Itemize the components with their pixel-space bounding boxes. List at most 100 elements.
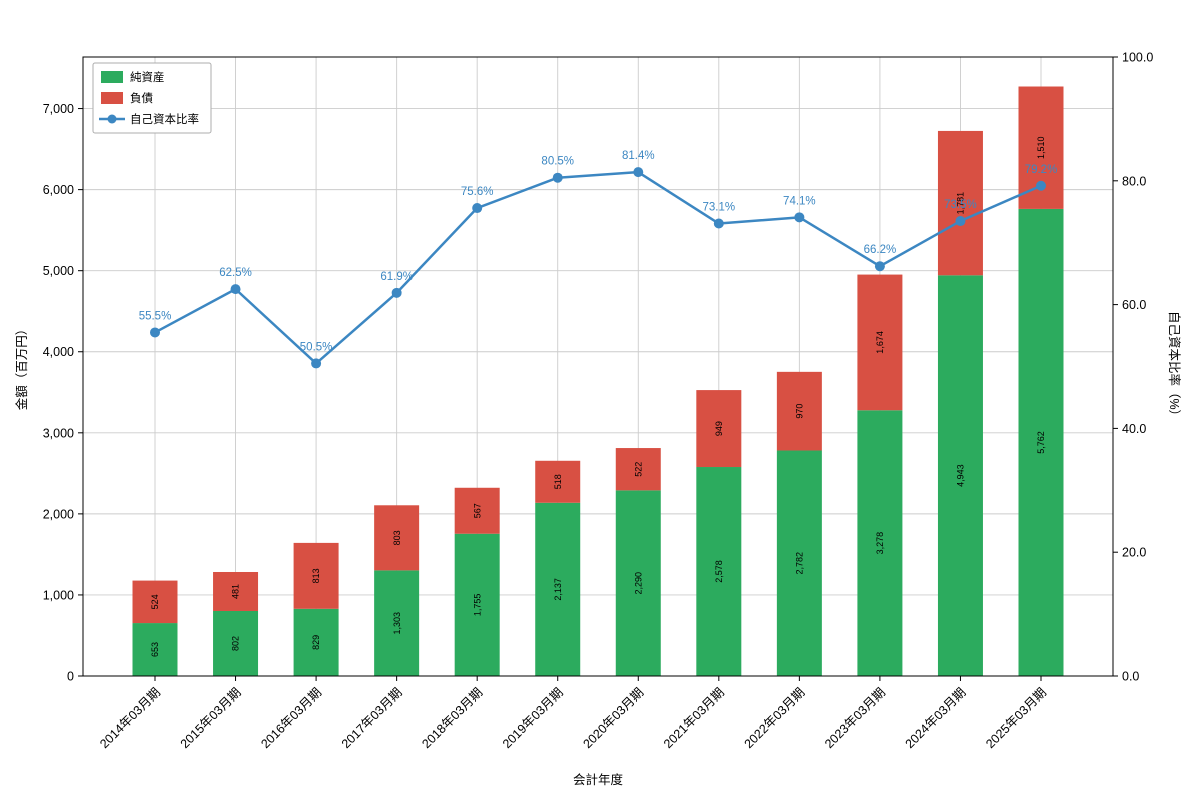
bar-value-label: 802 xyxy=(231,636,241,651)
bar-value-label: 518 xyxy=(553,474,563,489)
equity-ratio-point xyxy=(472,203,483,214)
bar-liabilities xyxy=(696,390,742,468)
plot-frame xyxy=(82,56,1114,677)
bar-net-assets xyxy=(615,490,661,676)
equity-ratio-label: 66.2% xyxy=(864,244,897,256)
equity-ratio-point xyxy=(794,212,805,223)
bar-liabilities xyxy=(857,274,903,411)
bar-value-label: 653 xyxy=(150,642,160,657)
bar-value-label: 1,781 xyxy=(956,192,966,215)
equity-ratio-point xyxy=(874,261,885,272)
bar-liabilities xyxy=(213,571,259,611)
legend-label-liabilities: 負債 xyxy=(130,91,153,105)
equity-ratio-label: 80.5% xyxy=(541,156,574,168)
y-tick-label-left: 5,000 xyxy=(43,264,74,278)
bar-value-label: 1,303 xyxy=(392,612,402,635)
legend-label-net-assets: 純資産 xyxy=(130,70,165,84)
bars-net-assets xyxy=(132,208,1064,676)
bar-value-label: 949 xyxy=(714,421,724,436)
equity-ratio-point xyxy=(552,172,563,183)
bar-value-label: 522 xyxy=(633,462,643,477)
bar-net-assets xyxy=(293,608,339,676)
bar-value-label: 4,943 xyxy=(956,464,966,487)
y-tick-label-left: 1,000 xyxy=(43,588,74,602)
equity-ratio-point xyxy=(311,358,322,369)
bar-value-label: 829 xyxy=(311,635,321,650)
equity-ratio-points xyxy=(150,167,1046,369)
bar-net-assets xyxy=(696,467,742,676)
bar-net-assets xyxy=(1018,208,1064,676)
equity-ratio-point xyxy=(955,216,966,227)
y-tick-label-left: 0 xyxy=(67,670,74,684)
bar-value-label: 970 xyxy=(795,404,805,419)
bar-value-label: 3,278 xyxy=(875,532,885,555)
y-tick-label-left: 7,000 xyxy=(43,102,74,116)
y-tick-label-left: 4,000 xyxy=(43,345,74,359)
bar-value-label: 813 xyxy=(311,568,321,583)
equity-ratio-labels: 55.5% 62.5% 50.5% 61.9% 75.6% 80.5% 81.4% 73.1%… xyxy=(139,150,1058,353)
equity-ratio-label: 61.9% xyxy=(380,271,413,283)
bars-liabilities xyxy=(132,86,1064,624)
y-tick-label-right: 80.0 xyxy=(1122,174,1146,188)
bar-net-assets xyxy=(937,275,983,676)
equity-ratio-label: 73.1% xyxy=(703,202,736,214)
y-tick-label-right: 60.0 xyxy=(1122,298,1146,312)
y-tick-label-right: 100.0 xyxy=(1122,51,1153,65)
equity-ratio-point xyxy=(150,327,160,338)
bar-value-label: 2,137 xyxy=(553,578,563,601)
bar-liabilities xyxy=(132,580,178,624)
axis-title-bottom: 会計年度 xyxy=(573,772,624,787)
y-tick-label-right: 40.0 xyxy=(1122,422,1146,436)
y-tick-label-right: 20.0 xyxy=(1122,546,1146,560)
equity-ratio-label: 50.5% xyxy=(300,341,333,353)
equity-ratio-label: 79.2% xyxy=(1025,164,1058,176)
equity-ratio-point xyxy=(391,287,402,298)
bar-value-label: 5,762 xyxy=(1036,431,1046,454)
bar-value-label: 524 xyxy=(150,594,160,609)
equity-ratio-point xyxy=(230,284,241,295)
bar-value-label: 803 xyxy=(392,530,402,545)
legend-label-equity-ratio: 自己資本比率 xyxy=(130,112,199,126)
bar-net-assets xyxy=(535,502,581,676)
equity-ratio-point xyxy=(713,218,724,229)
bar-value-labels: 653 524 802 481 829 813 1,303 803 1,755 567 2,137 5… xyxy=(150,136,1046,657)
bar-net-assets xyxy=(857,410,903,676)
bar-value-label: 481 xyxy=(231,584,241,599)
bar-liabilities xyxy=(374,505,420,571)
equity-ratio-point xyxy=(633,167,644,178)
bar-net-assets xyxy=(374,570,420,676)
equity-ratio-line xyxy=(154,170,1042,365)
bar-liabilities xyxy=(937,130,983,276)
legend-swatch-net-assets xyxy=(101,71,123,83)
bar-net-assets xyxy=(213,610,259,676)
bar-value-label: 2,578 xyxy=(714,560,724,583)
y-tick-label-left: 6,000 xyxy=(43,183,74,197)
bar-liabilities xyxy=(454,487,500,534)
y-tick-label-right: 0.0 xyxy=(1122,670,1139,684)
equity-ratio-label: 74.1% xyxy=(783,195,816,207)
equity-ratio-label: 62.5% xyxy=(219,267,252,279)
legend-swatch-liabilities xyxy=(101,92,123,104)
equity-ratio-label: 75.6% xyxy=(461,186,494,198)
legend-marker-equity-ratio xyxy=(107,114,117,124)
bar-value-label: 567 xyxy=(472,503,482,518)
bar-net-assets xyxy=(454,533,500,676)
bar-liabilities xyxy=(535,460,581,503)
bar-net-assets xyxy=(132,623,178,676)
bar-liabilities xyxy=(293,542,339,609)
bar-value-label: 2,290 xyxy=(633,572,643,595)
axis-title-left: 金額（百万円） xyxy=(14,323,29,411)
equity-ratio-label: 81.4% xyxy=(622,150,655,162)
bar-net-assets xyxy=(776,450,822,676)
equity-ratio-label: 73.5% xyxy=(944,199,977,211)
bar-value-label: 1,755 xyxy=(472,594,482,617)
axis-title-right: 自己資本比率（%） xyxy=(1167,311,1182,422)
bar-liabilities xyxy=(776,371,822,451)
y-tick-label-left: 3,000 xyxy=(43,426,74,440)
equity-ratio-point xyxy=(1036,180,1046,191)
bar-value-label: 1,510 xyxy=(1036,136,1046,159)
equity-ratio-label: 55.5% xyxy=(139,310,172,322)
